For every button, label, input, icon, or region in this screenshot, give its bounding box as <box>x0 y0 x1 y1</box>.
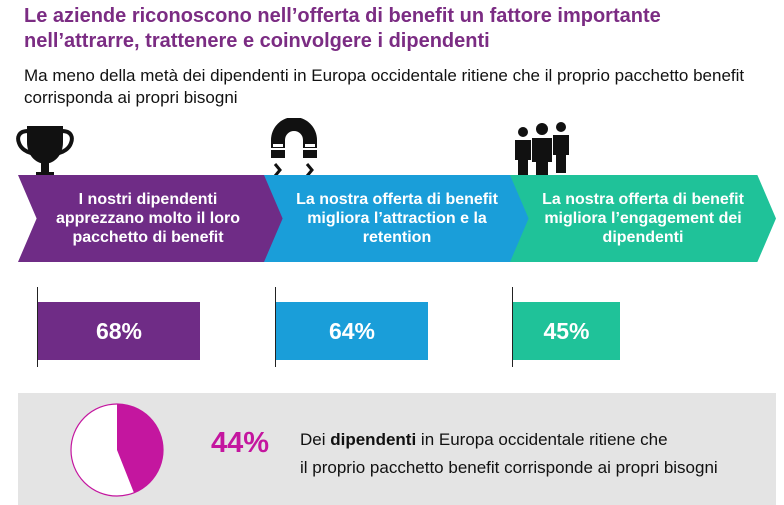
chevron-label: I nostri dipendenti apprezzano molto il … <box>55 191 240 246</box>
chevron-label: La nostra offerta di benefit migliora l’… <box>296 191 498 246</box>
bar-64: 64% <box>276 302 428 360</box>
bar-value-label: 64% <box>328 317 376 344</box>
summary-line-1: Dei dipendenti in Europa occidentale rit… <box>300 430 668 449</box>
page-title: Le aziende riconoscono nell’offerta di b… <box>24 5 661 52</box>
summary-bold-word: dipendenti <box>330 430 417 449</box>
bar-68: 68% <box>38 302 200 360</box>
summary-line-2: il proprio pacchetto benefit corrisponde… <box>300 458 718 477</box>
people-icon <box>515 122 569 184</box>
chevron-employees-appreciate: I nostri dipendenti apprezzano molto il … <box>18 175 284 262</box>
bar-axis-2 <box>275 287 276 367</box>
bar-45: 45% <box>513 302 620 360</box>
bar-axis-3 <box>512 287 513 367</box>
bar-value-label: 68% <box>95 317 143 344</box>
chevron-attraction-retention: La nostra offerta di benefit migliora l’… <box>264 175 530 262</box>
bar-axis-1 <box>37 287 38 367</box>
pie-slice-44 <box>117 404 163 493</box>
summary-percentage: 44% <box>211 427 270 459</box>
chevron-label: La nostra offerta di benefit migliora l’… <box>542 191 744 246</box>
bar-value-label: 45% <box>543 317 590 344</box>
chevron-engagement: La nostra offerta di benefit migliora l’… <box>510 175 776 262</box>
pie-chart <box>70 403 164 497</box>
page-subtitle: Ma meno della metà dei dipendenti in Eur… <box>24 66 745 107</box>
summary-text: Dei dipendenti in Europa occidentale rit… <box>300 426 770 482</box>
